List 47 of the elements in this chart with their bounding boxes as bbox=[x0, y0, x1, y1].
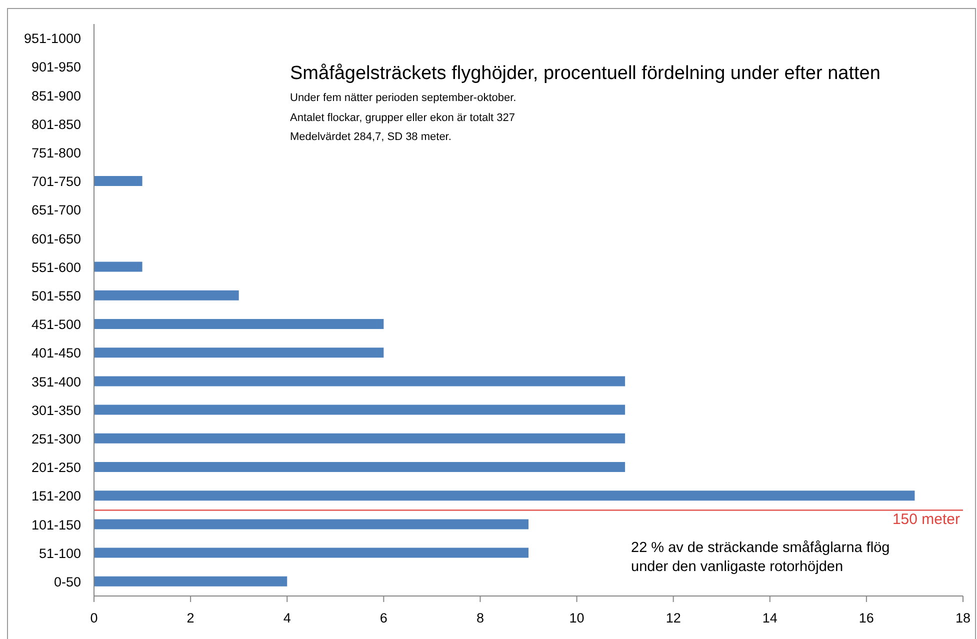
bar bbox=[94, 404, 626, 415]
bar bbox=[94, 176, 142, 186]
y-tick-label: 701-750 bbox=[31, 174, 81, 190]
bar bbox=[94, 376, 626, 386]
y-tick-label: 351-400 bbox=[31, 374, 81, 390]
bar bbox=[94, 548, 528, 558]
x-tick-label: 0 bbox=[90, 610, 98, 626]
x-tick-label: 16 bbox=[858, 610, 874, 626]
bar bbox=[94, 262, 142, 272]
y-tick-label: 51-100 bbox=[38, 546, 81, 561]
y-tick-label: 0-50 bbox=[54, 574, 81, 590]
bar bbox=[94, 319, 384, 329]
y-tick-label: 851-900 bbox=[31, 88, 81, 104]
ref-line-label: 150 meter bbox=[892, 510, 960, 528]
y-tick-label: 151-200 bbox=[31, 488, 81, 504]
text: Under fem nätter perioden september-oktober. Antalet flockar, grupper eller ekon är totalt 327 Medelvärdet 284,7, SD 38 meter. bbox=[290, 91, 516, 145]
y-tick-label: 301-350 bbox=[31, 402, 81, 418]
y-tick-label: 951-1000 bbox=[24, 31, 81, 46]
text: Småfågelsträckets flyghöjder, procentuell fördelning under efter natten bbox=[290, 63, 880, 85]
y-tick-label: 401-450 bbox=[31, 346, 81, 361]
x-tick-label: 18 bbox=[955, 610, 971, 626]
x-tick-label: 4 bbox=[283, 610, 292, 626]
x-tick-label: 8 bbox=[476, 610, 484, 626]
annotation: 22 % av de sträckande småfåglarna flög under den vanligaste rotorhöjden bbox=[631, 539, 890, 577]
y-tick-label: 551-600 bbox=[31, 260, 81, 275]
bar bbox=[94, 348, 384, 358]
bar bbox=[94, 290, 239, 300]
bar bbox=[94, 519, 528, 530]
bar bbox=[94, 490, 915, 501]
y-tick-label: 801-850 bbox=[31, 116, 81, 132]
x-tick-label: 12 bbox=[666, 610, 681, 626]
y-tick-label: 101-150 bbox=[31, 517, 81, 532]
y-tick-label: 601-650 bbox=[31, 231, 81, 246]
bar bbox=[94, 462, 626, 472]
y-tick-label: 901-950 bbox=[31, 60, 81, 75]
y-tick-label: 751-800 bbox=[31, 145, 81, 160]
x-tick-label: 10 bbox=[569, 610, 584, 626]
x-tick-label: 14 bbox=[762, 610, 778, 626]
x-tick-label: 6 bbox=[380, 610, 388, 626]
y-tick-label: 451-500 bbox=[31, 317, 81, 332]
y-tick-label: 251-300 bbox=[31, 431, 81, 446]
y-tick-label: 651-700 bbox=[31, 202, 81, 218]
bar bbox=[94, 576, 288, 586]
y-tick-label: 201-250 bbox=[31, 460, 81, 476]
x-tick-label: 2 bbox=[186, 610, 194, 626]
bar bbox=[94, 433, 626, 444]
y-tick-label: 501-550 bbox=[31, 288, 81, 304]
